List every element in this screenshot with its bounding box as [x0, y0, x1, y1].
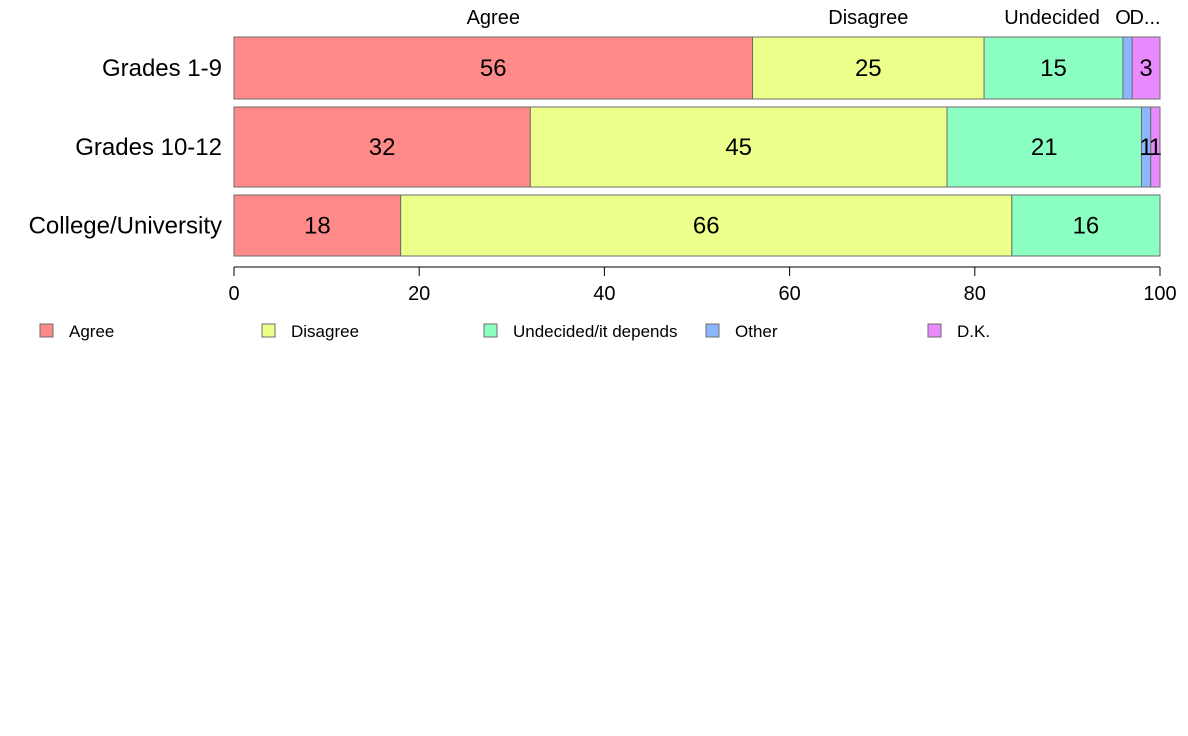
x-axis: 0 20 40 60 80 100	[228, 266, 1177, 305]
category-label: College/University	[29, 213, 222, 240]
legend-swatch	[261, 323, 276, 338]
data-label: 15	[1040, 55, 1067, 82]
bar-segment	[946, 106, 1142, 188]
bar-segment	[529, 106, 948, 188]
data-label: 25	[855, 55, 882, 82]
bar-outline	[233, 194, 1161, 257]
bar-segment	[233, 194, 402, 257]
legend-label: Other	[735, 322, 778, 341]
x-tick-label: 40	[593, 283, 615, 305]
bar-outline	[233, 106, 1161, 188]
segment-header-label: Disagree	[828, 7, 908, 29]
data-label: 18	[304, 213, 331, 240]
x-tick-label: 0	[228, 283, 239, 305]
data-label: 66	[693, 213, 720, 240]
category-label: Grades 10-12	[75, 134, 222, 161]
bar-segment	[233, 36, 754, 100]
data-label: 1	[1139, 134, 1152, 161]
bar-group: 56 25 15 3 32 45 21 11 18 66 16	[233, 36, 1162, 257]
x-tick-label: 20	[408, 283, 430, 305]
x-tick-label: 100	[1143, 283, 1176, 305]
segment-header-label: D...	[1129, 7, 1160, 29]
x-tick-label: 60	[778, 283, 800, 305]
legend-swatch	[39, 323, 54, 338]
bar-segment	[1122, 36, 1133, 100]
bar-segment	[752, 36, 985, 100]
data-label: 32	[369, 134, 396, 161]
legend-label: D.K.	[957, 322, 990, 341]
data-label: 45	[725, 134, 752, 161]
bar-segment	[400, 194, 1013, 257]
category-label: Grades 1-9	[102, 55, 222, 82]
top-label-group: Agree Disagree Undecided OD...	[467, 7, 1161, 29]
data-label: 16	[1073, 213, 1100, 240]
category-label-group: Grades 1-9 Grades 10-12 College/University	[29, 55, 222, 240]
segment-header-label: Agree	[467, 7, 520, 29]
legend-label: Undecided/it depends	[513, 322, 677, 341]
x-tick-label: 80	[964, 283, 986, 305]
legend-swatch	[483, 323, 498, 338]
data-label: 21	[1031, 134, 1058, 161]
bar-outline	[233, 36, 1161, 100]
legend-label: Agree	[69, 322, 114, 341]
data-label: 1	[1149, 134, 1162, 161]
segment-header-label: O	[1115, 7, 1131, 29]
legend-swatch	[927, 323, 942, 338]
bar-segment	[1011, 194, 1161, 257]
data-label: 56	[480, 55, 507, 82]
segment-header-label: Undecided	[1004, 7, 1100, 29]
legend: Agree Disagree Undecided/it depends Other D.…	[39, 322, 990, 341]
legend-label: Disagree	[291, 322, 359, 341]
legend-swatch	[705, 323, 720, 338]
data-label: 3	[1139, 55, 1152, 82]
